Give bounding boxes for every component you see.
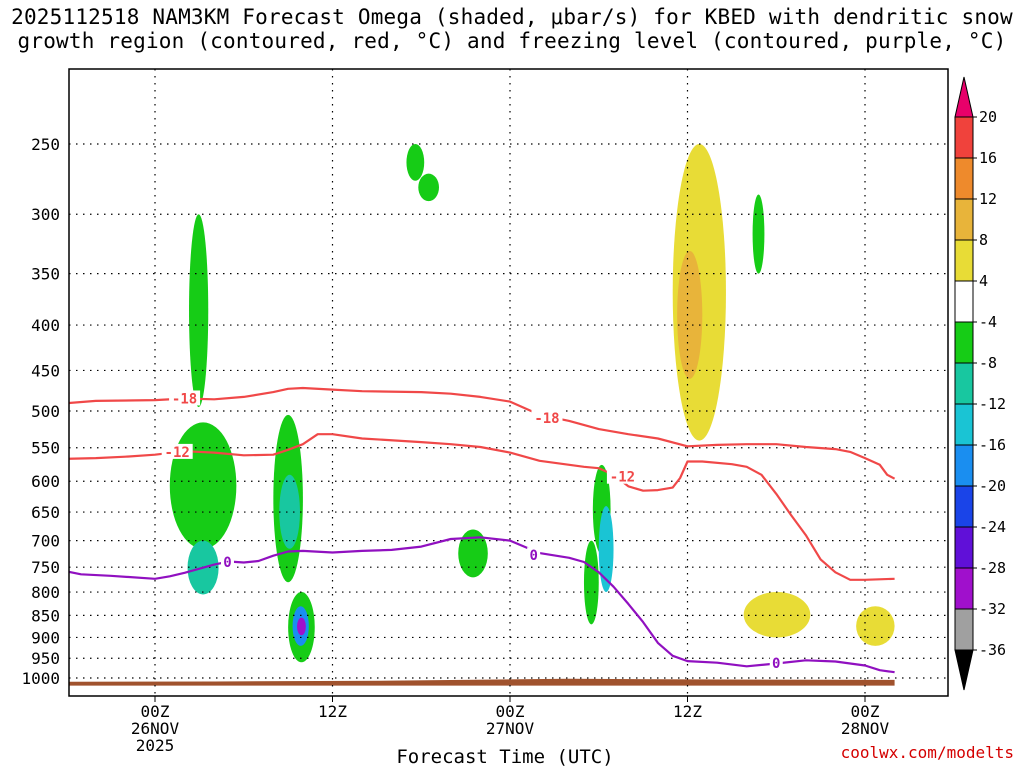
x-tick-label: 27NOV <box>486 719 535 738</box>
contour-label-background <box>606 468 638 484</box>
plot-area <box>69 144 895 686</box>
x-tick-label: 12Z <box>318 702 347 721</box>
colorbar: 20 16 12 8 4 -4 -8 -12 -16 -20 -24 -28 -32 -36 <box>954 76 1006 691</box>
x-tick-label: 26NOV <box>131 719 180 738</box>
colorbar-label: 8 <box>979 231 988 249</box>
colorbar-label: -24 <box>979 518 1006 536</box>
x-tick-label: 2025 <box>136 736 175 755</box>
colorbar-segment <box>954 280 974 323</box>
colorbar-label: -8 <box>979 354 997 372</box>
y-tick-label: 300 <box>31 205 60 224</box>
omega-cell <box>406 144 425 181</box>
y-tick-label: 250 <box>31 135 60 154</box>
y-tick-label: 700 <box>31 532 60 551</box>
colorbar-label: 12 <box>979 190 997 208</box>
colorbar-segment <box>954 526 974 569</box>
contour-label: -18 <box>534 411 559 427</box>
colorbar-label: -36 <box>979 641 1006 659</box>
y-tick-label: 750 <box>31 558 60 577</box>
y-tick-label: 900 <box>31 628 60 647</box>
axes: 250 300 350 400 450 500 550 600 650 700 750 800 850 9… <box>21 135 889 755</box>
colorbar-label: -4 <box>979 313 997 331</box>
colorbar-label: 20 <box>979 108 997 126</box>
contours: -18 -12 -18 -12 0 0 0 <box>69 386 896 674</box>
contour-label: -12 <box>610 470 635 486</box>
y-tick-label: 950 <box>31 649 60 668</box>
plot-frame <box>68 68 949 697</box>
chart-title-line-1: 2025112518 NAM3KM Forecast Omega (shaded… <box>11 5 1013 29</box>
y-tick-label: 500 <box>31 402 60 421</box>
site-credit: coolwx.com/modelts <box>840 743 1014 762</box>
colorbar-top-arrow <box>954 76 974 118</box>
colorbar-segment <box>954 239 974 282</box>
colorbar-label: 16 <box>979 149 997 167</box>
x-axis-title: Forecast Time (UTC) <box>396 746 614 768</box>
x-tick-label: 00Z <box>496 702 525 721</box>
contour-label-background <box>220 554 234 570</box>
colorbar-segment <box>954 321 974 364</box>
colorbar-label: -20 <box>979 477 1006 495</box>
omega-cell <box>583 540 599 625</box>
chart-title-line-2: growth region (contoured, red, °C) and f… <box>17 29 1007 53</box>
omega-cell <box>598 506 614 593</box>
y-tick-label: 1000 <box>21 669 60 688</box>
x-tick-label: 00Z <box>851 702 880 721</box>
contour-label: -18 <box>172 391 197 407</box>
colorbar-segment <box>954 608 974 651</box>
y-tick-label: 650 <box>31 503 60 522</box>
omega-cell <box>418 173 440 202</box>
x-tick-label: 12Z <box>673 702 702 721</box>
omega-cell <box>677 250 703 379</box>
y-tick-label: 850 <box>31 606 60 625</box>
contour-label-background <box>161 443 193 459</box>
omega-cell <box>743 592 811 638</box>
y-tick-label: 400 <box>31 316 60 335</box>
x-tick-label: 28NOV <box>841 719 890 738</box>
omega-cell <box>752 194 765 274</box>
colorbar-segment <box>954 157 974 200</box>
contour-label-background <box>769 655 783 671</box>
omega-cell <box>856 606 895 646</box>
contour-label: 0 <box>772 656 780 672</box>
colorbar-label: 4 <box>979 272 988 290</box>
y-tick-label: 450 <box>31 361 60 380</box>
omega-cell <box>169 422 237 549</box>
x-tick-label: 00Z <box>141 702 170 721</box>
colorbar-segment <box>954 362 974 405</box>
contour-line <box>69 536 895 674</box>
contour-label: 0 <box>223 555 231 571</box>
y-tick-label: 800 <box>31 583 60 602</box>
omega-cell <box>189 214 209 408</box>
colorbar-label: -16 <box>979 436 1006 454</box>
colorbar-label: -12 <box>979 395 1006 413</box>
colorbar-segment <box>954 444 974 487</box>
colorbar-segment <box>954 116 974 159</box>
contour-line <box>69 433 895 581</box>
omega-cell <box>297 617 306 636</box>
colorbar-label: -32 <box>979 600 1006 618</box>
colorbar-segment <box>954 198 974 241</box>
terrain-band <box>69 678 895 686</box>
colorbar-segment <box>954 403 974 446</box>
colorbar-bottom-arrow <box>954 649 974 691</box>
contour-label-background <box>531 409 563 425</box>
omega-cell <box>458 529 488 578</box>
contour-label-background <box>169 390 201 406</box>
y-tick-label: 550 <box>31 439 60 458</box>
contour-line <box>69 386 896 480</box>
colorbar-segment <box>954 567 974 610</box>
y-tick-label: 350 <box>31 265 60 284</box>
y-tick-label: 600 <box>31 472 60 491</box>
colorbar-segment <box>954 485 974 528</box>
contour-label-background <box>527 547 541 563</box>
omega-cell <box>279 474 300 549</box>
colorbar-label: -28 <box>979 559 1006 577</box>
contour-label: -12 <box>165 445 190 461</box>
contour-label: 0 <box>529 548 537 564</box>
